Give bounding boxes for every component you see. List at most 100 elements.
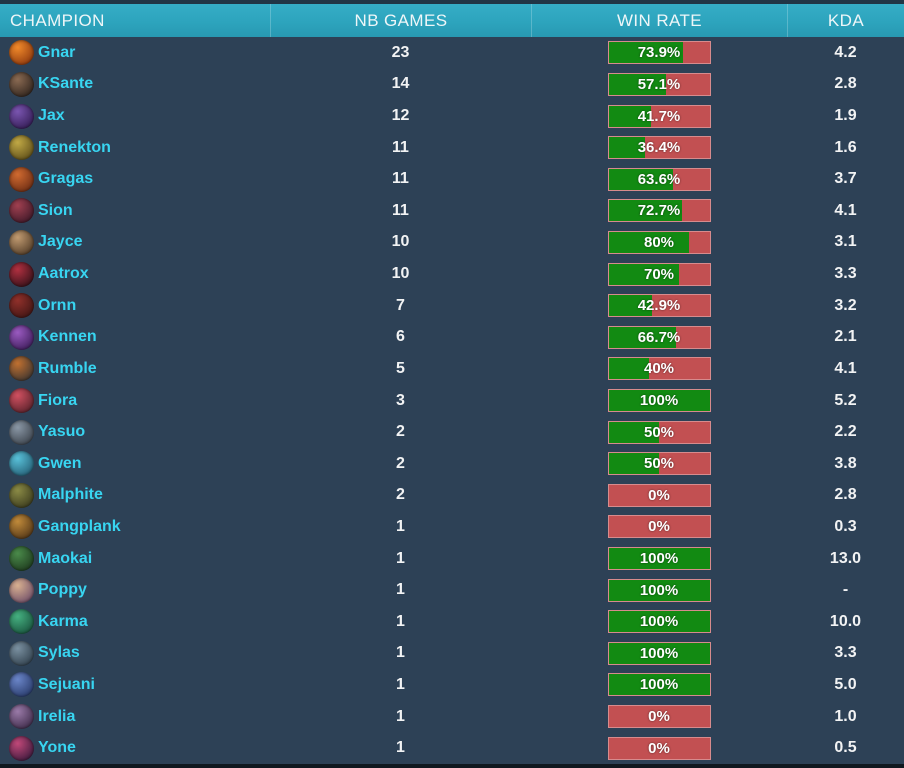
champion-name[interactable]: Sylas <box>38 644 80 662</box>
champion-name[interactable]: Kennen <box>38 328 97 346</box>
table-row[interactable]: Gragas 11 63.6% 3.7 <box>0 163 904 195</box>
win-rate-value: 73.9% <box>637 44 681 62</box>
table-row[interactable]: Irelia 1 0% 1.0 <box>0 701 904 733</box>
champion-name[interactable]: KSante <box>38 75 94 93</box>
champion-name[interactable]: Maokai <box>38 549 93 567</box>
champion-name[interactable]: Malphite <box>38 486 103 504</box>
table-row[interactable]: Gwen 2 50% 3.8 <box>0 448 904 480</box>
win-rate-bar: 70% <box>607 262 711 286</box>
table-row[interactable]: Yone 1 0% 0.5 <box>0 732 904 764</box>
win-rate-bar-fill <box>608 168 673 190</box>
table-row[interactable]: Karma 1 100% 10.0 <box>0 606 904 638</box>
table-row[interactable]: Sion 11 72.7% 4.1 <box>0 195 904 227</box>
table-row[interactable]: Ornn 7 42.9% 3.2 <box>0 290 904 322</box>
table-row[interactable]: Renekton 11 36.4% 1.6 <box>0 132 904 164</box>
win-rate-cell: 66.7% <box>531 325 787 349</box>
champion-name[interactable]: Jax <box>38 107 65 125</box>
champion-cell: Poppy <box>0 577 270 603</box>
table-row[interactable]: Yasuo 2 50% 2.2 <box>0 416 904 448</box>
champion-name[interactable]: Rumble <box>38 359 97 377</box>
kda-value: 1.0 <box>834 707 857 725</box>
table-row[interactable]: Gangplank 1 0% 0.3 <box>0 511 904 543</box>
nb-games-value: 11 <box>392 201 409 219</box>
column-header-win-rate[interactable]: WIN RATE <box>531 4 787 37</box>
table-row[interactable]: Sylas 1 100% 3.3 <box>0 638 904 670</box>
nb-games-value: 1 <box>396 707 405 725</box>
champion-name[interactable]: Sion <box>38 201 73 219</box>
win-rate-bar-fill <box>608 642 710 664</box>
column-header-kda[interactable]: KDA <box>787 4 904 37</box>
champion-name[interactable]: Yone <box>38 739 76 757</box>
win-rate-bar-fill <box>608 200 682 222</box>
win-rate-value: 36.4% <box>637 139 681 157</box>
win-rate-cell: 100% <box>531 547 787 571</box>
champion-name[interactable]: Sejuani <box>38 675 95 693</box>
win-rate-bar: 0% <box>607 483 711 507</box>
champion-name[interactable]: Gwen <box>38 454 82 472</box>
champion-name[interactable]: Aatrox <box>38 265 89 283</box>
table-row[interactable]: Jax 12 41.7% 1.9 <box>0 100 904 132</box>
win-rate-value: 80% <box>643 233 675 251</box>
table-row[interactable]: Aatrox 10 70% 3.3 <box>0 258 904 290</box>
champion-icon <box>9 735 34 761</box>
champion-icon <box>9 166 34 192</box>
win-rate-bar: 100% <box>607 673 711 697</box>
kda-value: 2.1 <box>834 328 857 346</box>
win-rate-cell: 0% <box>531 515 787 539</box>
table-row[interactable]: Maokai 1 100% 13.0 <box>0 543 904 575</box>
win-rate-cell: 41.7% <box>531 104 787 128</box>
column-header-nb-games[interactable]: NB GAMES <box>270 4 531 37</box>
kda-value: 3.7 <box>834 170 857 188</box>
champion-name[interactable]: Irelia <box>38 707 76 725</box>
champion-cell: Yasuo <box>0 419 270 445</box>
nb-games-value: 1 <box>396 612 405 630</box>
win-rate-bar: 0% <box>607 515 711 539</box>
champion-cell: Kennen <box>0 324 270 350</box>
win-rate-value: 100% <box>639 581 679 599</box>
champion-icon <box>9 198 34 224</box>
column-header-champion[interactable]: CHAMPION <box>10 10 105 30</box>
champion-name[interactable]: Gragas <box>38 170 94 188</box>
table-row[interactable]: Malphite 2 0% 2.8 <box>0 480 904 512</box>
win-rate-cell: 40% <box>531 357 787 381</box>
win-rate-value: 63.6% <box>637 170 681 188</box>
champion-icon <box>9 40 34 66</box>
champion-name[interactable]: Gnar <box>38 43 76 61</box>
champion-icon <box>9 577 34 603</box>
champion-name[interactable]: Renekton <box>38 138 111 156</box>
champion-icon <box>9 514 34 540</box>
champion-cell: Sejuani <box>0 672 270 698</box>
kda-value: 1.9 <box>834 107 857 125</box>
champion-name[interactable]: Jayce <box>38 233 83 251</box>
table-row[interactable]: Poppy 1 100% - <box>0 574 904 606</box>
champion-name[interactable]: Ornn <box>38 296 77 314</box>
nb-games-value: 10 <box>391 265 410 283</box>
champion-name[interactable]: Yasuo <box>38 423 86 441</box>
champion-cell: Gwen <box>0 451 270 477</box>
champion-name[interactable]: Gangplank <box>38 517 121 535</box>
nb-games-value: 23 <box>391 43 410 61</box>
champion-cell: Yone <box>0 735 270 761</box>
win-rate-value: 57.1% <box>637 75 681 93</box>
champion-cell: Sylas <box>0 640 270 666</box>
win-rate-cell: 73.9% <box>531 41 787 65</box>
champion-name[interactable]: Fiora <box>38 391 78 409</box>
table-row[interactable]: KSante 14 57.1% 2.8 <box>0 69 904 101</box>
champion-name[interactable]: Karma <box>38 612 88 630</box>
table-row[interactable]: Kennen 6 66.7% 2.1 <box>0 321 904 353</box>
table-row[interactable]: Fiora 3 100% 5.2 <box>0 385 904 417</box>
table-row[interactable]: Rumble 5 40% 4.1 <box>0 353 904 385</box>
table-row[interactable]: Sejuani 1 100% 5.0 <box>0 669 904 701</box>
table-row[interactable]: Gnar 23 73.9% 4.2 <box>0 37 904 69</box>
win-rate-bar: 50% <box>607 420 711 444</box>
win-rate-cell: 100% <box>531 389 787 412</box>
champion-cell: Gangplank <box>0 514 270 540</box>
table-row[interactable]: Jayce 10 80% 3.1 <box>0 227 904 259</box>
win-rate-bar-fill <box>608 105 651 127</box>
win-rate-value: 100% <box>639 392 679 409</box>
champion-cell: Fiora <box>0 388 270 413</box>
champion-icon <box>9 356 34 382</box>
kda-value: 3.1 <box>834 233 857 251</box>
champion-name[interactable]: Poppy <box>38 581 87 599</box>
kda-value: 2.8 <box>834 75 857 93</box>
